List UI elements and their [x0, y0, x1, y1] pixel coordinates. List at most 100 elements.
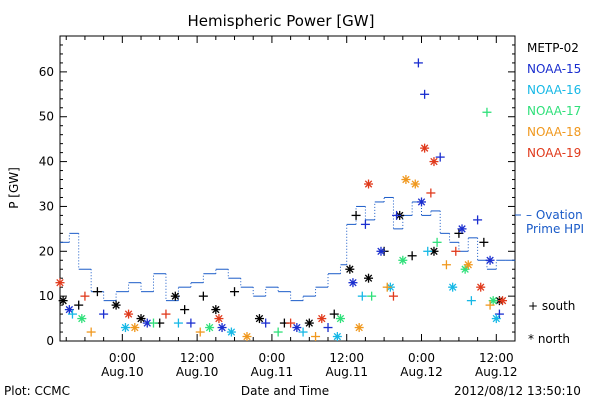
- data-point-south: [67, 309, 77, 319]
- data-point-south: [311, 332, 321, 342]
- data-point-south: [92, 287, 102, 297]
- plot-timestamp: 2012/08/12 13:50:10: [454, 384, 581, 398]
- point-stroke-d2: [137, 314, 145, 323]
- data-point-north: [304, 318, 314, 328]
- point-stroke-d2: [318, 314, 326, 323]
- data-point-south: [420, 89, 430, 99]
- legend-series-label: NOAA-15: [527, 62, 581, 76]
- ovation-line-layer: [60, 196, 515, 302]
- data-point-north: [498, 296, 508, 306]
- x-tick-label-date: Aug.11: [325, 365, 368, 379]
- data-point-south: [298, 327, 308, 337]
- legend-series-label: METP-02: [527, 41, 579, 55]
- data-point-south: [435, 152, 445, 162]
- point-stroke-d2: [227, 328, 236, 336]
- legend-series-label: NOAA-18: [527, 125, 581, 139]
- data-point-south: [388, 291, 398, 301]
- legend-series-label: NOAA-17: [527, 104, 581, 118]
- data-point-north: [332, 332, 342, 342]
- data-point-north: [364, 179, 374, 189]
- point-stroke-d2: [336, 314, 345, 323]
- point-stroke-d2: [349, 278, 357, 287]
- data-point-north: [420, 143, 430, 153]
- point-stroke-d2: [218, 323, 226, 332]
- point-stroke-d2: [78, 314, 86, 323]
- point-stroke-d2: [171, 292, 180, 300]
- plot-credit: Plot: CCMC: [4, 384, 70, 398]
- data-point-north: [476, 282, 486, 292]
- x-tick-label-time: 0:00: [408, 351, 435, 365]
- data-point-north: [64, 305, 74, 315]
- data-point-south: [351, 210, 361, 220]
- x-tick-label-time: 0:00: [109, 351, 136, 365]
- data-point-south: [198, 291, 208, 301]
- data-point-north: [345, 264, 355, 274]
- y-tick-label: 30: [39, 199, 54, 213]
- point-stroke-d2: [364, 180, 373, 188]
- data-point-south: [423, 246, 433, 256]
- data-point-north: [429, 157, 439, 167]
- data-point-north: [120, 323, 130, 333]
- point-stroke-d2: [486, 256, 494, 264]
- y-tick-label: 20: [39, 244, 54, 258]
- x-tick-label-date: Aug.11: [251, 365, 294, 379]
- data-point-north: [170, 291, 180, 301]
- data-point-south: [161, 309, 171, 319]
- data-point-south: [99, 309, 109, 319]
- axes: 01020304050600:00Aug.1012:00Aug.100:00Au…: [39, 35, 518, 379]
- data-point-north: [292, 323, 302, 333]
- point-stroke-d2: [461, 265, 469, 273]
- point-stroke-d2: [293, 323, 301, 332]
- data-point-north: [488, 296, 498, 306]
- data-point-north: [448, 282, 458, 292]
- x-tick-label-time: 12:00: [180, 351, 215, 365]
- point-stroke-d2: [364, 274, 373, 282]
- data-point-north: [226, 327, 236, 337]
- data-point-north: [254, 314, 264, 324]
- point-stroke-d2: [489, 296, 497, 305]
- data-point-south: [230, 287, 240, 297]
- point-stroke-d2: [377, 247, 385, 255]
- data-point-north: [217, 323, 227, 333]
- data-point-north: [55, 278, 65, 288]
- ovation-legend: – Ovation Prime HPI: [515, 208, 584, 236]
- x-tick-label-time: 12:00: [329, 351, 364, 365]
- data-point-north: [401, 175, 411, 185]
- point-stroke-d2: [399, 256, 407, 264]
- data-point-north: [136, 314, 146, 324]
- data-point-north: [491, 314, 501, 324]
- data-point-north: [211, 305, 221, 315]
- data-point-south: [261, 318, 271, 328]
- point-stroke-d2: [430, 157, 438, 166]
- legend-north-marker: * north: [528, 332, 570, 346]
- data-points-layer: [55, 58, 508, 342]
- data-point-south: [466, 296, 476, 306]
- point-stroke-d2: [124, 310, 133, 318]
- point-stroke-d2: [477, 283, 485, 291]
- data-point-north: [214, 314, 224, 324]
- point-stroke-d2: [492, 314, 501, 323]
- point-stroke-d2: [143, 319, 151, 327]
- point-stroke-d2: [255, 314, 264, 323]
- point-stroke-d2: [402, 175, 410, 184]
- point-stroke-d2: [430, 247, 438, 255]
- data-point-south: [273, 327, 283, 337]
- data-point-south: [74, 300, 84, 310]
- plot-frame: [59, 35, 516, 342]
- data-point-south: [195, 327, 205, 337]
- point-stroke-d2: [417, 198, 426, 206]
- x-tick-label-date: Aug.10: [101, 365, 144, 379]
- point-stroke-d2: [56, 278, 64, 287]
- point-stroke-d2: [333, 332, 342, 341]
- data-point-north: [111, 300, 121, 310]
- data-point-south: [426, 188, 436, 198]
- data-point-north: [130, 323, 140, 333]
- x-tick-label-date: Aug.10: [176, 365, 219, 379]
- data-point-north: [364, 273, 374, 283]
- data-point-north: [354, 323, 364, 333]
- data-point-south: [367, 291, 377, 301]
- legend: METP-02 NOAA-15 NOAA-16 NOAA-17 NOAA-18 NOAA-…: [527, 41, 581, 160]
- data-point-north: [463, 260, 473, 270]
- data-point-south: [357, 291, 367, 301]
- data-point-north: [348, 278, 358, 288]
